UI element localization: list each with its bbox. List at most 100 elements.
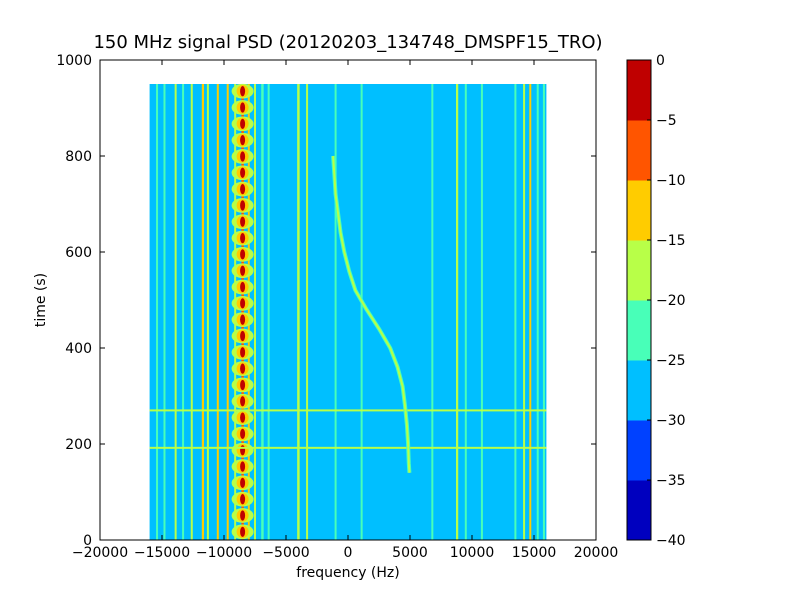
spectral-line-25 [529, 84, 532, 540]
beat-core-22 [240, 167, 246, 178]
spectral-line-24 [523, 84, 526, 540]
beat-core-1 [240, 510, 246, 521]
beat-core-25 [240, 118, 246, 129]
y-tick-label-0: 0 [83, 533, 92, 549]
interference-line-1 [149, 446, 547, 449]
beat-core-24 [240, 135, 246, 146]
beat-core-19 [240, 216, 246, 227]
x-tick-label-4: 0 [344, 545, 353, 561]
colorbar-tick-label-2: −30 [656, 413, 686, 429]
spectral-line-21 [464, 84, 467, 540]
beat-core-20 [240, 200, 246, 211]
beat-core-6 [240, 428, 246, 440]
colorbar-tick-label-8: 0 [656, 53, 665, 69]
spectrogram-plot: −20000 −15000 −10000 −5000 0 5000 10000 15000 20… [56, 53, 618, 561]
colorbar-tick-label-4: −20 [656, 293, 686, 309]
colorbar-band-4 [627, 240, 651, 301]
beat-core-9 [240, 379, 246, 391]
colorbar-band-6 [627, 120, 651, 181]
spectral-line-13 [261, 84, 264, 540]
beat-core-0 [240, 526, 246, 537]
beat-core-2 [240, 494, 246, 505]
spectral-line-0 [156, 84, 159, 540]
chart-title: 150 MHz signal PSD (20120203_134748_DMSP… [93, 32, 602, 53]
x-tick-label-8: 20000 [574, 545, 619, 561]
colorbar-tick-label-7: −5 [656, 113, 677, 129]
y-axis-label: time (s) [33, 273, 49, 327]
beat-core-21 [240, 183, 246, 195]
spectral-line-16 [306, 84, 309, 540]
y-tick-label-2: 400 [65, 341, 92, 357]
y-tick-label-4: 800 [65, 149, 92, 165]
spectral-line-12 [254, 84, 256, 540]
colorbar-band-0 [627, 480, 651, 541]
spectral-line-27 [542, 84, 545, 540]
x-tick-label-2: −10000 [196, 545, 252, 561]
spectral-line-11 [247, 84, 250, 540]
colorbar-tick-label-0: −40 [656, 533, 686, 549]
beat-core-23 [240, 151, 246, 162]
spectral-line-5 [201, 84, 205, 540]
beat-core-15 [240, 281, 246, 293]
colorbar-band-2 [627, 360, 651, 421]
spectral-line-18 [360, 84, 363, 540]
x-tick-label-0: −20000 [72, 545, 128, 561]
spectral-line-6 [206, 84, 209, 540]
colorbar-tick-label-5: −15 [656, 233, 686, 249]
colorbar-band-1 [627, 420, 651, 481]
spectral-line-4 [190, 84, 193, 540]
interference-line-0 [149, 409, 547, 412]
colorbar-band-3 [627, 300, 651, 361]
beat-core-7 [240, 412, 246, 423]
colorbar-tick-label-1: −35 [656, 473, 686, 489]
spectral-line-22 [480, 84, 483, 540]
x-tick-label-7: 15000 [512, 545, 557, 561]
beat-core-3 [240, 477, 246, 489]
colorbar-tick-label-6: −10 [656, 173, 686, 189]
spectral-line-9 [234, 84, 237, 540]
beat-core-11 [240, 347, 246, 358]
x-axis-ticks: −20000 −15000 −10000 −5000 0 5000 10000 15000 20… [72, 60, 618, 561]
beat-core-26 [240, 102, 246, 113]
y-tick-label-5: 1000 [56, 53, 92, 69]
spectral-line-1 [163, 84, 166, 540]
spectral-line-17 [334, 84, 337, 540]
colorbar-band-5 [627, 180, 651, 241]
beat-core-13 [240, 314, 246, 325]
beat-core-18 [240, 232, 246, 244]
heatmap-background [149, 84, 547, 540]
beat-core-27 [240, 86, 246, 97]
x-axis-label: frequency (Hz) [296, 565, 399, 581]
beat-core-4 [240, 461, 246, 472]
colorbar: −40 −35 −30 −25 −20 −15 −10 −5 0 [626, 53, 686, 549]
spectral-line-20 [456, 84, 459, 540]
y-axis-ticks: 0 200 400 600 800 1000 [56, 53, 596, 549]
beat-core-14 [240, 298, 246, 309]
spectral-line-14 [267, 84, 270, 540]
x-tick-label-1: −15000 [134, 545, 190, 561]
spectral-line-8 [226, 84, 229, 540]
beat-core-10 [240, 363, 246, 374]
y-tick-label-1: 200 [65, 437, 92, 453]
beat-core-8 [240, 396, 246, 407]
x-tick-label-3: −5000 [262, 545, 309, 561]
beat-core-17 [240, 249, 246, 260]
spectral-line-3 [182, 84, 185, 540]
beat-core-12 [240, 330, 246, 342]
beat-core-16 [240, 265, 246, 276]
spectrogram-heatmap [149, 83, 547, 540]
y-tick-label-3: 600 [65, 245, 92, 261]
doppler-trace [332, 155, 411, 473]
spectral-line-15 [297, 84, 300, 540]
spectral-line-26 [536, 84, 539, 540]
spectral-line-23 [514, 84, 517, 540]
spectral-line-2 [174, 84, 177, 540]
x-tick-label-6: 10000 [450, 545, 495, 561]
spectral-line-19 [431, 84, 434, 540]
spectral-line-10 [241, 84, 244, 540]
colorbar-band-7 [627, 60, 651, 121]
spectral-line-7 [216, 84, 219, 540]
colorbar-tick-label-3: −25 [656, 353, 686, 369]
x-tick-label-5: 5000 [392, 545, 428, 561]
